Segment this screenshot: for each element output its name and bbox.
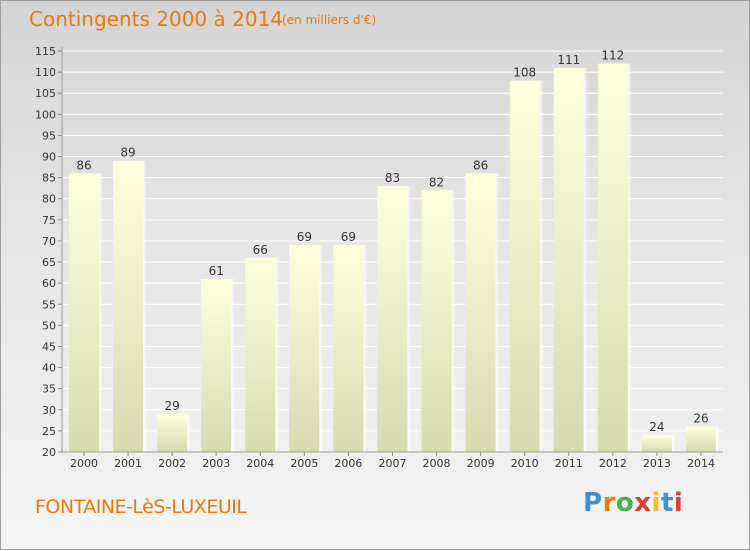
x-tick-label: 2005 [290,457,318,470]
x-tick-label: 2000 [70,457,98,470]
y-tick-label: 35 [42,383,56,396]
data-label: 69 [297,230,312,244]
y-tick-label: 55 [42,298,56,311]
data-label: 66 [253,243,268,257]
data-label: 89 [120,146,135,160]
data-label: 69 [341,230,356,244]
bar-highlight [363,245,368,452]
bars [69,63,720,453]
bar [201,278,232,452]
y-tick-label: 95 [42,129,56,142]
x-tick-label: 2001 [114,457,142,470]
y-tick-label: 45 [42,340,56,353]
bar-highlight [671,435,676,452]
bar-highlight [539,80,544,453]
bar [289,245,320,452]
x-tick-label: 2009 [467,457,495,470]
data-label: 86 [473,158,488,172]
logo-letter: x [634,488,652,518]
y-tick-label: 70 [42,235,56,248]
data-label: 111 [557,53,580,67]
y-axis: 20 25 30 35 40 45 50 55 60 65 70 75 80 85 90 95 100 105 11… [35,45,63,459]
x-tick-label: 2002 [158,457,186,470]
bar [113,160,144,452]
bar-highlight [319,245,324,452]
bar-highlight [451,190,456,452]
bar-highlight [275,257,280,452]
logo-letter: r [602,488,616,518]
y-tick-label: 60 [42,277,56,290]
bar [597,63,628,453]
bar [69,173,99,452]
data-label: 61 [209,264,224,278]
bar-highlight [583,67,588,452]
bar [333,245,364,452]
x-tick-label: 2004 [246,457,274,470]
logo-letter: i [673,488,684,518]
bar-highlight [187,414,192,452]
bar-highlight [99,173,103,452]
x-tick-label: 2006 [334,457,362,470]
bar [421,190,452,452]
bar [553,67,584,452]
bar-highlight [231,278,236,452]
bar-highlight [407,186,412,453]
x-tick-label: 2008 [423,457,451,470]
bar [641,435,672,452]
bar [157,414,188,452]
data-label: 86 [76,158,91,172]
bar-highlight [495,173,500,452]
data-label: 112 [601,49,624,63]
y-tick-label: 40 [42,362,56,375]
logo-letter: t [660,488,674,518]
logo-letter: i [651,488,661,518]
y-tick-label: 90 [42,151,56,164]
x-axis: 2000 2001 2002 2003 2004 2005 2006 2007 2008 2009… [62,451,723,470]
data-label: 26 [693,412,708,426]
bar [377,186,408,453]
x-tick-label: 2012 [599,457,627,470]
y-tick-label: 20 [42,446,56,459]
bar [685,426,716,452]
bar-highlight [715,426,720,452]
bar [509,80,540,453]
data-label: 82 [429,175,444,189]
y-tick-label: 105 [35,87,56,100]
bar-highlight [627,63,632,453]
data-label: 29 [164,399,179,413]
bar-highlight [143,160,148,452]
data-labels: 86 89 29 61 66 69 69 83 82 86 108 111 112 24 26 [76,49,708,434]
y-tick-label: 25 [42,425,56,438]
proxiti-logo: Proxiti [583,488,683,518]
logo-letter: o [615,488,635,518]
bar [245,257,276,452]
x-tick-label: 2011 [555,457,583,470]
x-tick-label: 2014 [687,457,715,470]
y-tick-label: 30 [42,404,56,417]
y-tick-label: 85 [42,172,56,185]
data-label: 83 [385,171,400,185]
y-tick-label: 100 [35,108,56,121]
chart-title: Contingents 2000 à 2014 [29,7,284,31]
y-tick-label: 80 [42,193,56,206]
y-tick-label: 110 [35,66,56,79]
x-tick-label: 2010 [511,457,539,470]
y-tick-label: 75 [42,214,56,227]
data-label: 108 [513,66,536,80]
y-tick-label: 65 [42,256,56,269]
town-name: FONTAINE-LèS-LUXEUIL [35,496,247,518]
y-tick-label: 115 [35,45,56,58]
logo-letter: P [583,488,603,518]
unit-note: (en milliers d'€) [282,13,377,27]
data-label: 24 [649,420,664,434]
x-tick-label: 2007 [378,457,406,470]
bar [465,173,496,452]
x-tick-label: 2013 [643,457,671,470]
x-tick-label: 2003 [202,457,230,470]
y-tick-label: 50 [42,319,56,332]
